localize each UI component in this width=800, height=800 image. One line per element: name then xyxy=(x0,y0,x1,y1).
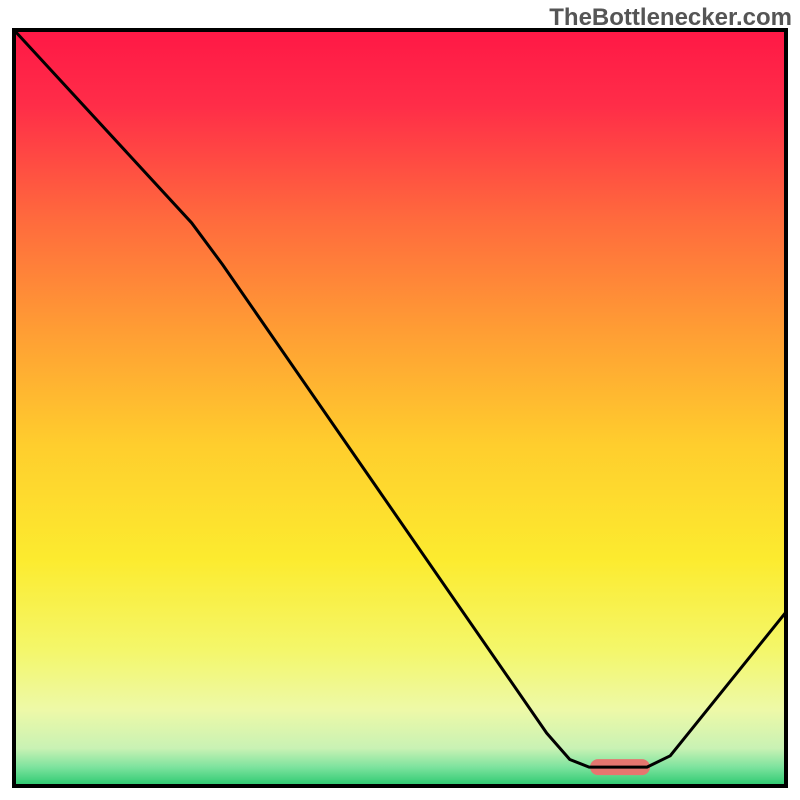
gradient-background xyxy=(14,30,786,786)
chart-container: TheBottlenecker.com xyxy=(0,0,800,800)
bottleneck-chart xyxy=(0,0,800,800)
watermark-text: TheBottlenecker.com xyxy=(549,4,792,32)
